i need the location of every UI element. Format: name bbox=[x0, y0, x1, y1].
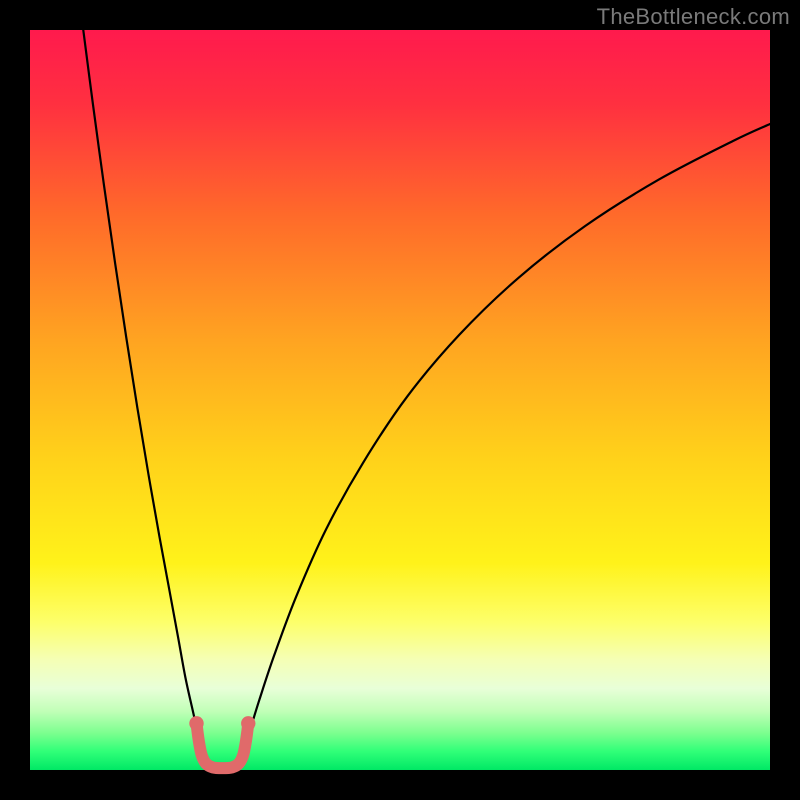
chart-stage: TheBottleneck.com bbox=[0, 0, 800, 800]
optimal-zone-end-dot-0 bbox=[189, 716, 203, 730]
watermark-text: TheBottleneck.com bbox=[597, 4, 790, 30]
gradient-background bbox=[30, 30, 770, 770]
optimal-zone-end-dot-1 bbox=[241, 716, 255, 730]
bottleneck-curve-chart bbox=[0, 0, 800, 800]
